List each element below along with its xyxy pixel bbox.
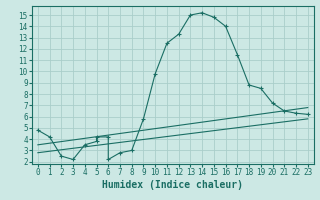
X-axis label: Humidex (Indice chaleur): Humidex (Indice chaleur) — [102, 180, 243, 190]
